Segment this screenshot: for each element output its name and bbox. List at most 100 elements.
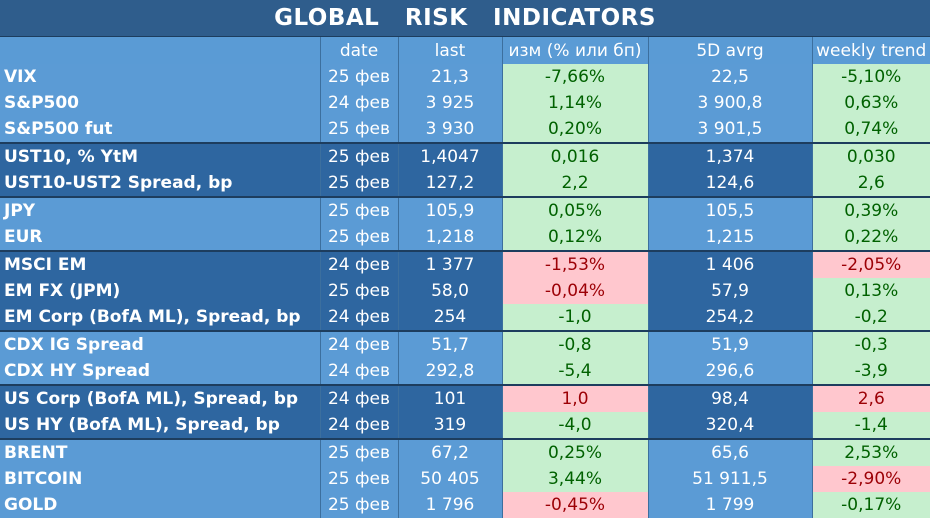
row-weekly-trend: 2,53% [811, 438, 930, 466]
row-5d-avg: 3 900,8 [647, 90, 812, 116]
row-date: 24 фев [319, 304, 398, 331]
row-change: -4,0 [501, 412, 648, 439]
row-weekly-trend: 0,74% [811, 116, 930, 143]
row-last: 1 796 [397, 492, 502, 518]
row-name: EM Corp (BofA ML), Spread, bp [0, 304, 320, 331]
row-5d-avg: 51 911,5 [647, 466, 812, 492]
row-weekly-trend: -2,05% [811, 250, 930, 278]
row-weekly-trend: 0,22% [811, 224, 930, 251]
row-date: 24 фев [319, 412, 398, 439]
row-5d-avg: 254,2 [647, 304, 812, 331]
row-weekly-trend: -0,17% [811, 492, 930, 518]
table-row: EM FX (JPM) 25 фев 58,0 -0,04% 57,9 0,13% [0, 278, 930, 304]
row-last: 1 377 [397, 250, 502, 278]
row-name: VIX [0, 64, 320, 90]
row-name: CDX IG Spread [0, 330, 320, 358]
row-date: 25 фев [319, 170, 398, 197]
row-last: 58,0 [397, 278, 502, 304]
row-date: 24 фев [319, 384, 398, 412]
row-date: 25 фев [319, 64, 398, 90]
table-row: S&P500 24 фев 3 925 1,14% 3 900,8 0,63% [0, 90, 930, 116]
row-last: 3 930 [397, 116, 502, 143]
row-5d-avg: 22,5 [647, 64, 812, 90]
row-5d-avg: 1 406 [647, 250, 812, 278]
row-change: -0,45% [501, 492, 648, 518]
row-weekly-trend: 0,030 [811, 142, 930, 170]
row-name: MSCI EM [0, 250, 320, 278]
row-change: -5,4 [501, 358, 648, 385]
row-change: 0,05% [501, 196, 648, 224]
row-change: -0,04% [501, 278, 648, 304]
row-name: US Corp (BofA ML), Spread, bp [0, 384, 320, 412]
row-date: 24 фев [319, 330, 398, 358]
header-name [0, 37, 320, 64]
row-weekly-trend: -5,10% [811, 64, 930, 90]
row-change: 2,2 [501, 170, 648, 197]
row-name: GOLD [0, 492, 320, 518]
row-name: S&P500 fut [0, 116, 320, 143]
row-last: 50 405 [397, 466, 502, 492]
row-weekly-trend: -0,2 [811, 304, 930, 331]
header-row: date last изм (% или бп) 5D avrg weekly … [0, 37, 930, 64]
row-last: 101 [397, 384, 502, 412]
header-last: last [397, 37, 502, 64]
row-last: 127,2 [397, 170, 502, 197]
row-name: UST10-UST2 Spread, bp [0, 170, 320, 197]
row-last: 1,4047 [397, 142, 502, 170]
row-5d-avg: 124,6 [647, 170, 812, 197]
row-5d-avg: 3 901,5 [647, 116, 812, 143]
row-date: 25 фев [319, 196, 398, 224]
row-5d-avg: 1 799 [647, 492, 812, 518]
row-weekly-trend: -3,9 [811, 358, 930, 385]
row-change: -0,8 [501, 330, 648, 358]
row-5d-avg: 98,4 [647, 384, 812, 412]
table-row: US Corp (BofA ML), Spread, bp 24 фев 101 1,… [0, 384, 930, 412]
row-change: 0,016 [501, 142, 648, 170]
row-5d-avg: 320,4 [647, 412, 812, 439]
row-5d-avg: 105,5 [647, 196, 812, 224]
row-5d-avg: 296,6 [647, 358, 812, 385]
row-last: 51,7 [397, 330, 502, 358]
row-change: 1,14% [501, 90, 648, 116]
table-row: UST10, % YtM 25 фев 1,4047 0,016 1,374 0,030 [0, 142, 930, 170]
table-row: CDX HY Spread 24 фев 292,8 -5,4 296,6 -3,9 [0, 358, 930, 385]
row-change: -1,0 [501, 304, 648, 331]
row-name: UST10, % YtM [0, 142, 320, 170]
table-row: S&P500 fut 25 фев 3 930 0,20% 3 901,5 0,74% [0, 116, 930, 143]
row-date: 25 фев [319, 466, 398, 492]
row-name: S&P500 [0, 90, 320, 116]
indicators-table: date last изм (% или бп) 5D avrg weekly … [0, 37, 930, 518]
row-last: 3 925 [397, 90, 502, 116]
row-date: 24 фев [319, 358, 398, 385]
row-date: 25 фев [319, 492, 398, 518]
table-row: MSCI EM 24 фев 1 377 -1,53% 1 406 -2,05% [0, 250, 930, 278]
row-weekly-trend: -1,4 [811, 412, 930, 439]
row-change: 0,20% [501, 116, 648, 143]
row-date: 24 фев [319, 90, 398, 116]
table-row: BITCOIN 25 фев 50 405 3,44% 51 911,5 -2,90% [0, 466, 930, 492]
row-weekly-trend: 0,63% [811, 90, 930, 116]
row-change: -1,53% [501, 250, 648, 278]
row-5d-avg: 51,9 [647, 330, 812, 358]
row-last: 254 [397, 304, 502, 331]
row-5d-avg: 1,374 [647, 142, 812, 170]
row-weekly-trend: -0,3 [811, 330, 930, 358]
row-weekly-trend: 0,39% [811, 196, 930, 224]
row-5d-avg: 1,215 [647, 224, 812, 251]
header-date: date [319, 37, 398, 64]
table-row: EUR 25 фев 1,218 0,12% 1,215 0,22% [0, 224, 930, 251]
row-date: 25 фев [319, 116, 398, 143]
table-row: BRENT 25 фев 67,2 0,25% 65,6 2,53% [0, 438, 930, 466]
row-change: 3,44% [501, 466, 648, 492]
table-row: CDX IG Spread 24 фев 51,7 -0,8 51,9 -0,3 [0, 330, 930, 358]
row-last: 319 [397, 412, 502, 439]
row-last: 1,218 [397, 224, 502, 251]
table-row: GOLD 25 фев 1 796 -0,45% 1 799 -0,17% [0, 492, 930, 518]
row-change: 0,12% [501, 224, 648, 251]
row-name: CDX HY Spread [0, 358, 320, 385]
title-word-2: RISK [404, 5, 468, 31]
row-name: EUR [0, 224, 320, 251]
table-row: JPY 25 фев 105,9 0,05% 105,5 0,39% [0, 196, 930, 224]
page-title: GLOBAL RISK INDICATORS [0, 0, 930, 37]
